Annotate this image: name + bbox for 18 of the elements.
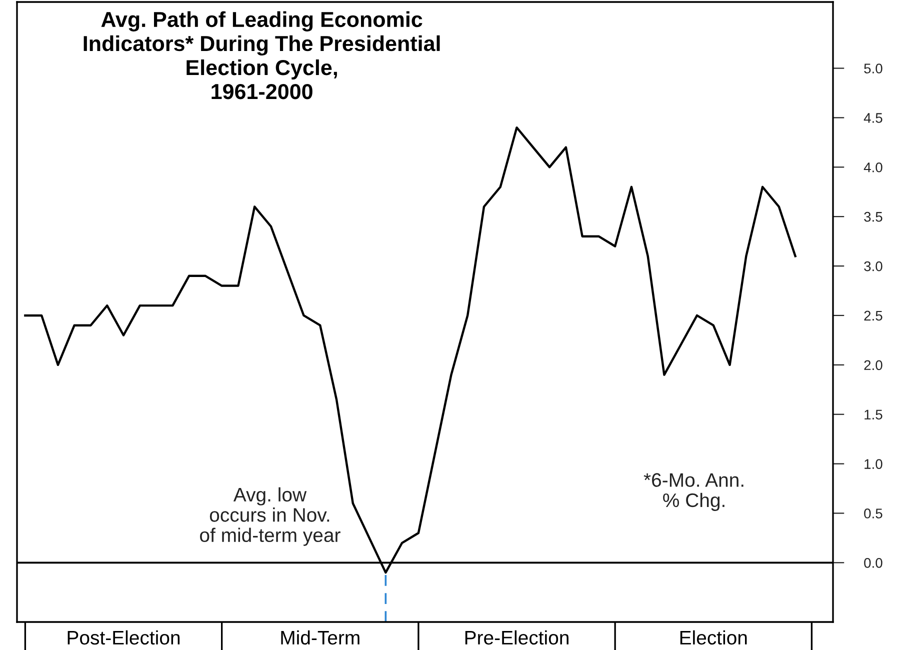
- y-tick-label: 0.0: [864, 558, 882, 568]
- y-tick-label: 3.0: [864, 261, 882, 272]
- y-tick-label: 3.5: [864, 212, 882, 222]
- y-tick-label: 4.0: [864, 162, 882, 172]
- x-tick-label: Election: [680, 630, 747, 645]
- y-tick-label: 0.5: [864, 508, 882, 518]
- y-tick-label: 5.0: [864, 64, 882, 74]
- y-tick-label: 1.5: [864, 410, 882, 420]
- x-tick-label: Post-Election: [68, 630, 180, 645]
- text: Avg. Path of Leading Economic Indicators* During The Presidential Election Cycle, 1961-2000: [84, 11, 440, 100]
- annotation: Avg. low occurs in Nov. of mid-term year: [200, 487, 340, 546]
- y-tick-label: 4.5: [864, 113, 882, 123]
- y-tick-label: 2.0: [864, 360, 882, 370]
- annotation: *6-Mo. Ann. % Chg.: [644, 473, 744, 511]
- x-tick-label: Pre-Election: [465, 630, 568, 645]
- y-tick-label: 1.0: [864, 459, 882, 469]
- y-tick-label: 2.5: [864, 310, 882, 321]
- x-tick-label: Mid-Term: [281, 630, 360, 645]
